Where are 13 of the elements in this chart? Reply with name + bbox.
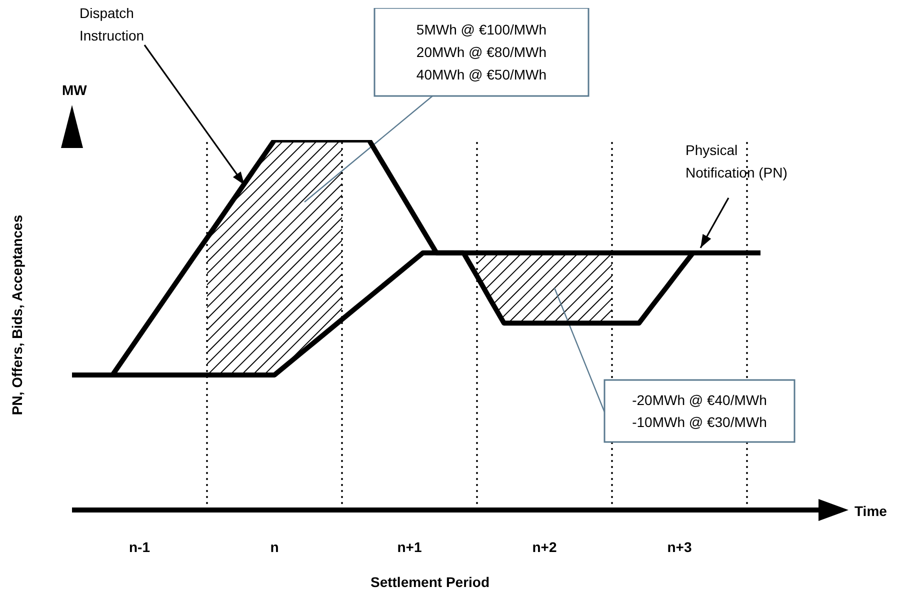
text: Time — [854, 503, 888, 519]
x-axis-title: Settlement Period — [370, 574, 490, 590]
x-tick-label: n+2 — [532, 538, 557, 555]
annotation: -20MWh @ €40/MWh -10MWh @ €30/MWh — [632, 392, 767, 430]
text: MW — [62, 82, 88, 98]
text: Physical Notification (PN) — [686, 142, 788, 180]
y-axis-title: PN, Offers, Bids, Acceptances — [9, 214, 25, 416]
x-tick-label: n+3 — [667, 538, 692, 555]
x-tick-label: n — [270, 538, 279, 555]
x-tick-label: n-1 — [129, 538, 150, 555]
x-tick-label: n+1 — [397, 538, 422, 555]
text: Dispatch Instruction — [80, 5, 144, 44]
text: 5MWh @ €100/MWh 20MWh @ €80/MWh 40MWh @ €50/MWh — [416, 22, 547, 82]
